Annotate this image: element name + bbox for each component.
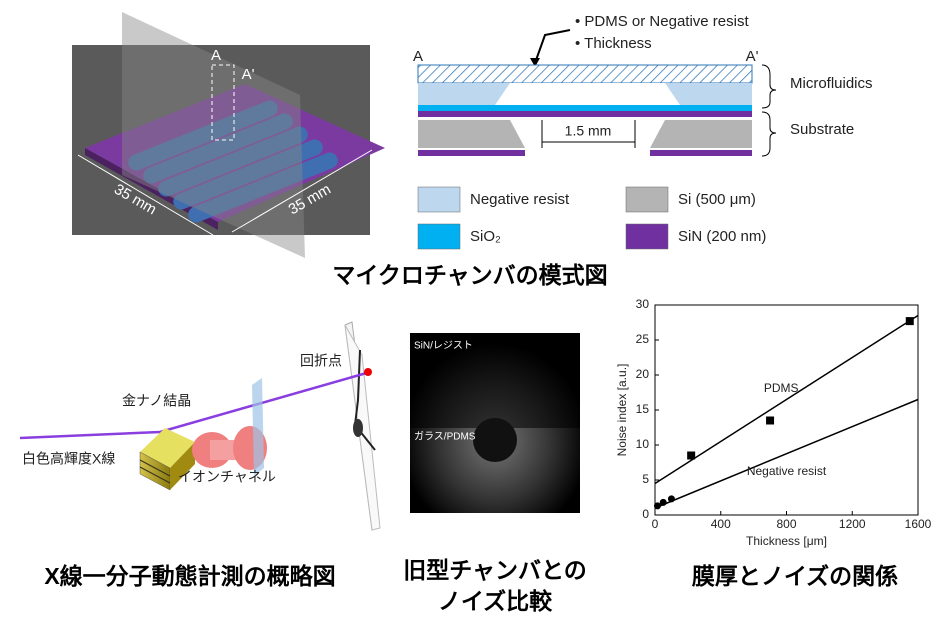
label: A' [746,48,759,65]
label: A' [242,66,255,83]
y-tick-label: 5 [642,472,649,486]
x-tick-label: 0 [652,517,659,531]
legend-label: SiO₂ [470,228,501,245]
beamstop [353,419,363,437]
legend-label: Si (500 μm) [678,191,756,208]
y-tick-label: 10 [636,437,650,451]
point [766,416,775,425]
image-half [410,333,580,428]
x-tick-label: 800 [776,517,796,531]
caption: ノイズ比較 [438,588,553,614]
pointer [534,29,571,64]
bracket-label: Substrate [790,121,854,138]
caption: 旧型チャンバとの [403,557,587,583]
x-tick-label: 400 [711,517,731,531]
bracket [761,111,777,157]
point [905,317,914,326]
si-right [650,120,752,148]
legend-label: Negative resist [470,191,570,208]
section-marker [211,64,235,141]
sio2-layer [418,105,752,111]
label: 回折点 [300,353,342,369]
point [653,502,661,510]
plot-area [654,304,919,516]
label: A [211,47,221,64]
note-text: Thickness [584,35,652,52]
y-tick-label: 0 [642,507,649,521]
x-axis-label: Thickness [μm] [746,534,827,548]
legend-swatch [417,186,461,213]
sin-layer [418,111,752,117]
pointer-head [530,58,540,67]
window [252,378,264,476]
caption: 膜厚とノイズの関係 [692,563,898,589]
cross-section: • PDMS or Negative resist • Thickness A … [413,13,873,157]
dim-line [231,149,373,233]
legend-swatch [417,223,461,250]
sin-bottom [650,150,752,156]
legend: Negative resist Si (500 μm) SiO₂ SiN (200 n… [417,186,766,250]
label: A [413,48,423,65]
channels [128,100,338,223]
label: ガラス/PDMS [414,431,476,443]
dim-line [77,154,214,236]
diffraction-image: SiN/レジスト ガラス/PDMS 旧型チャンバとの ノイズ比較 [403,333,587,614]
label: イオンチャネル [178,469,276,485]
diffraction-spot [364,368,372,376]
legend-swatch [625,186,669,213]
line-label: Negative resist [747,464,827,478]
caption: X線一分子動態計測の概略図 [44,563,335,589]
y-tick-label: 25 [636,332,650,346]
sin-bottom [418,150,525,156]
note-text: PDMS or Negative resist [584,13,749,30]
line-label: PDMS [764,381,799,395]
si-left [418,120,525,148]
x-tick-label: 1200 [839,517,866,531]
section-plane [122,12,305,258]
x-tick-label: 1600 [905,517,932,531]
beamstop-shadow [473,418,517,462]
gold-crystal [139,428,195,491]
legend-swatch [625,223,669,250]
y-axis-label: Noise index [a.u.] [615,364,629,457]
fit-line [654,314,919,485]
note: • Thickness [575,35,652,52]
chip-schematic: A A' 35 mm 35 mm [72,12,385,258]
point [687,451,696,460]
channel-gap [495,83,680,105]
beam [19,370,371,440]
fit-line [654,398,919,509]
bracket-label: Microfluidics [790,75,873,92]
chip-edge [85,148,218,230]
pdms-layer [417,64,753,84]
label: 白色高輝度X線 [22,451,115,467]
y-tick-label: 20 [636,367,650,381]
chart: 0 400 800 1200 1600 0 5 10 15 20 25 30 Thickness [μm… [615,297,931,589]
point [659,498,667,506]
point [667,495,675,503]
label: SiN/レジスト [414,341,473,352]
legend-label: SiN (200 nm) [678,228,766,245]
gap-label: 1.5 mm [565,123,612,139]
bracket [761,64,777,109]
note: • PDMS or Negative resist [575,13,749,30]
y-tick-label: 15 [636,402,650,416]
setup-diagram: 回折点 金ナノ結晶 白色高輝度X線 イオンチャネル X線一分子動態計測の概略図 [19,321,381,589]
caption: マイクロチャンバの模式図 [332,262,607,288]
y-tick-label: 30 [636,297,650,311]
label: 金ナノ結晶 [122,393,191,409]
